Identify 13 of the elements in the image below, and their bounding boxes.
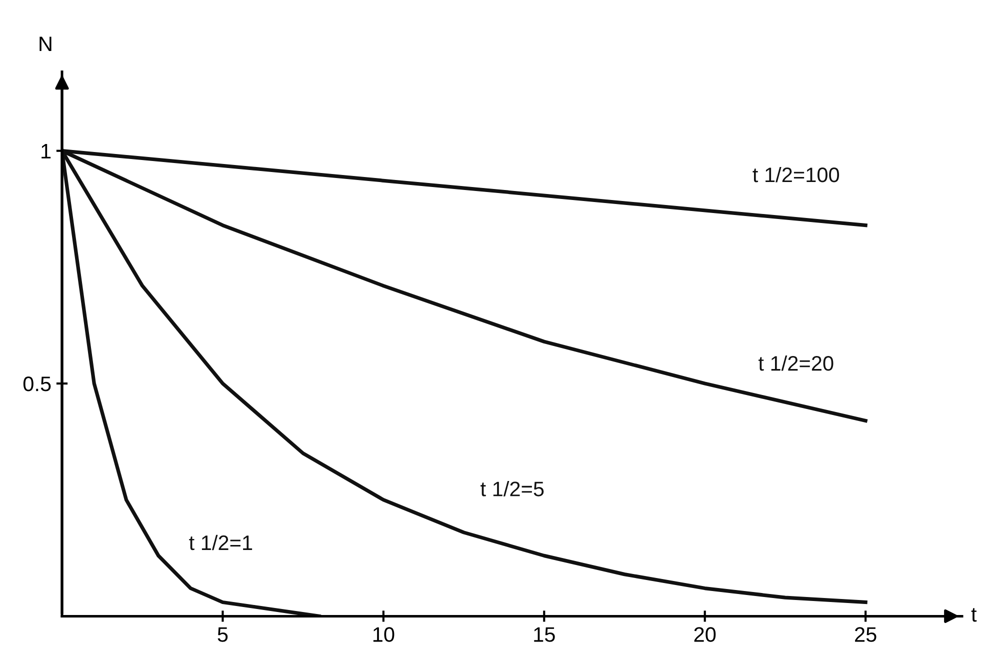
y-tick-label: 0.5 xyxy=(23,376,51,392)
y-tick-label: 1 xyxy=(42,144,51,158)
series-label: t 1/2=1 xyxy=(189,534,252,550)
x-axis-title: t xyxy=(971,608,977,622)
series-label: t 1/2=5 xyxy=(480,481,544,496)
series-label: t 1/2=100 xyxy=(752,166,840,182)
series-label: t 1/2=20 xyxy=(758,355,834,371)
x-tick-label: 20 xyxy=(694,627,716,642)
x-tick-label: 10 xyxy=(373,627,394,642)
y-axis-title: N xyxy=(40,36,52,52)
x-tick-label: 5 xyxy=(218,627,228,642)
x-tick-label: 25 xyxy=(855,627,876,642)
x-tick-label: 15 xyxy=(534,627,555,642)
